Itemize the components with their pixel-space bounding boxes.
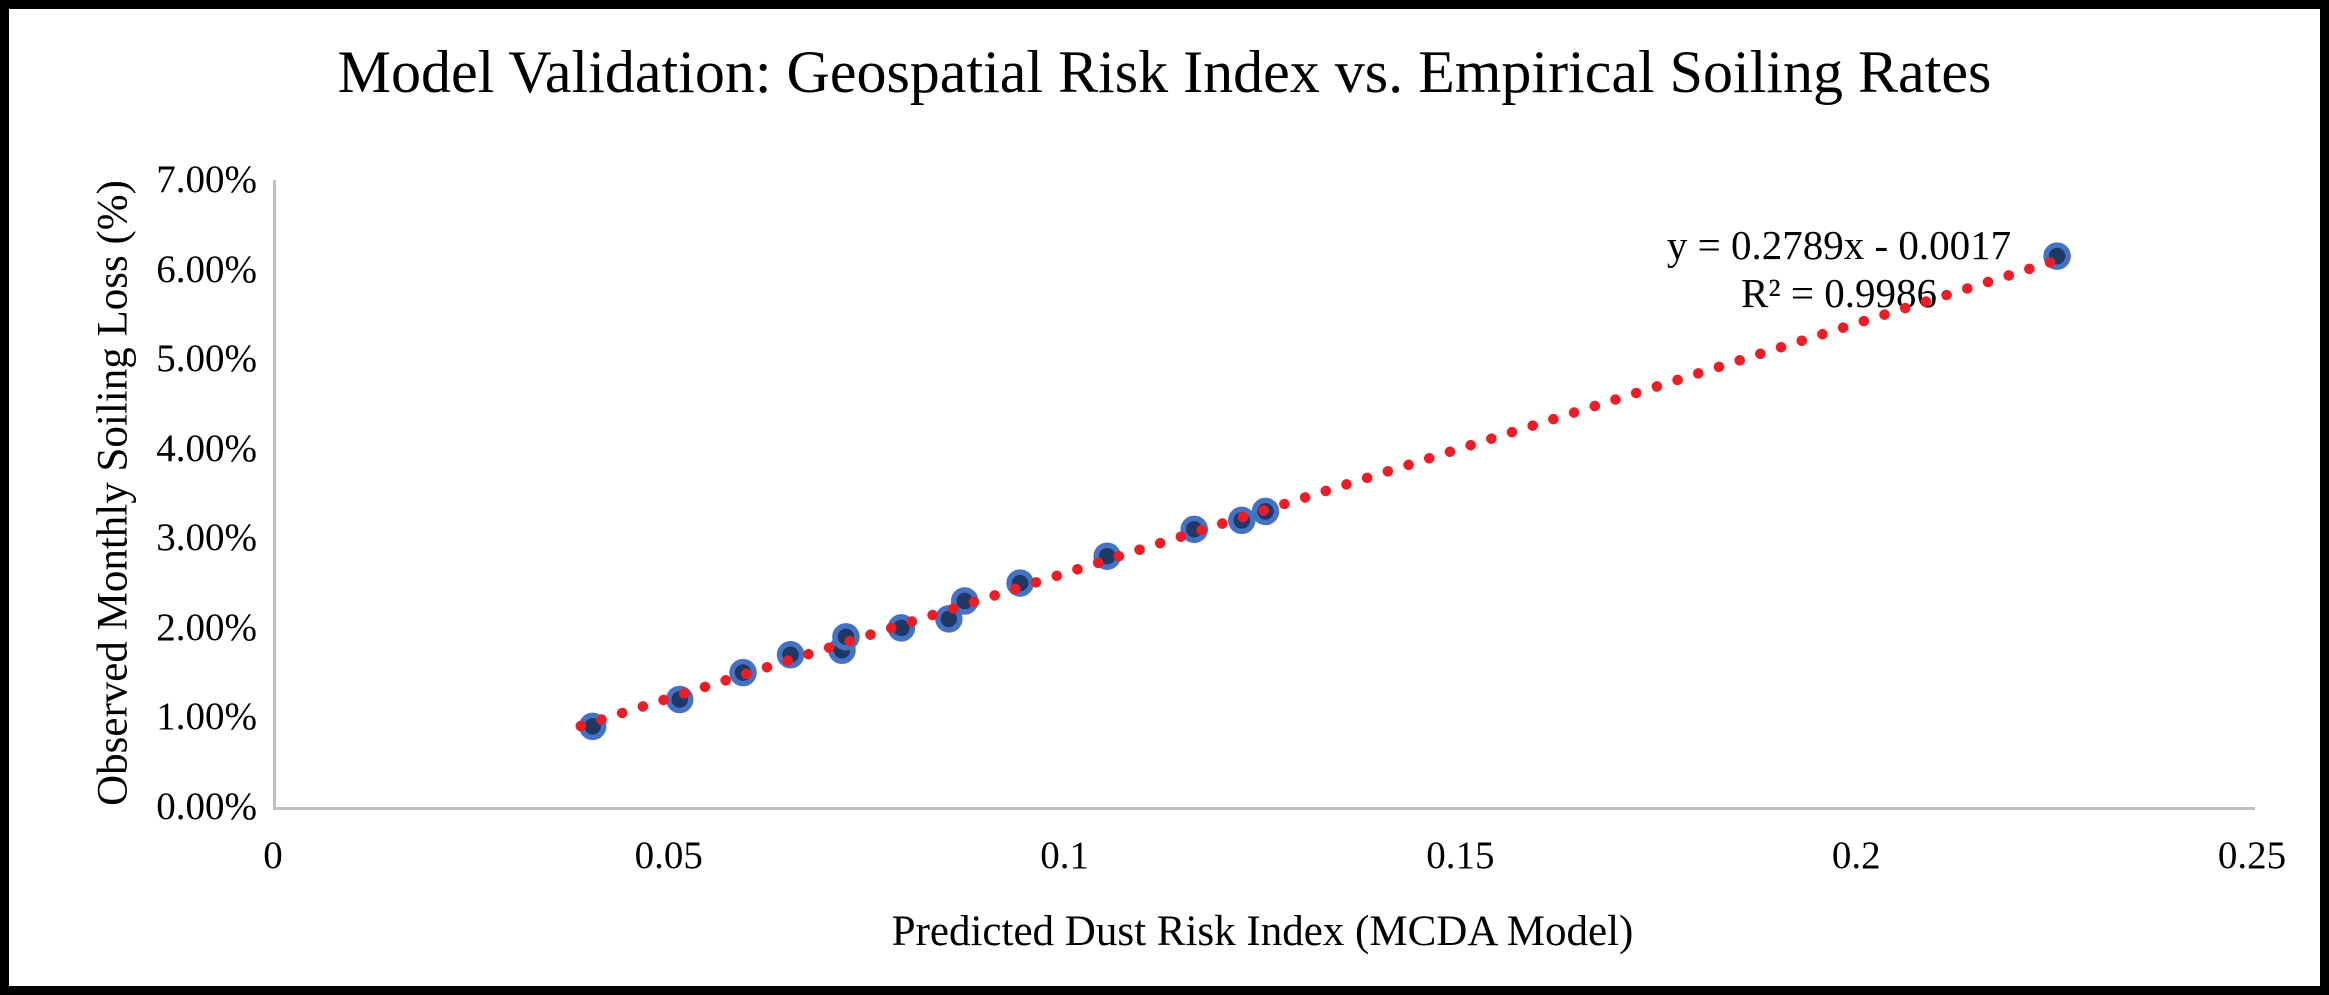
trendline <box>575 253 2067 732</box>
x-axis-title: Predicted Dust Risk Index (MCDA Model) <box>891 908 1634 955</box>
x-tick-label: 0 <box>263 834 283 877</box>
chart-title: Model Validation: Geospatial Risk Index … <box>337 39 1992 105</box>
y-tick-label: 1.00% <box>156 695 257 739</box>
x-tick-label: 0.05 <box>634 834 703 877</box>
y-tick-label: 7.00% <box>156 158 257 201</box>
y-tick-label: 3.00% <box>156 516 257 560</box>
plot-area <box>273 180 2255 810</box>
trendline-annotation: y = 0.2789x - 0.0017 R² = 0.9986 <box>1637 221 2041 317</box>
x-tick-label: 0.2 <box>1831 834 1881 877</box>
y-axis-title: Observed Monthly Soiling Loss (%) <box>89 180 137 806</box>
x-tick-label: 0.1 <box>1040 834 1089 877</box>
x-tick-label: 0.25 <box>2217 834 2287 877</box>
y-tick-label: 2.00% <box>156 605 257 649</box>
y-tick-label: 6.00% <box>156 247 257 291</box>
y-tick-label: 0.00% <box>156 785 257 828</box>
y-tick-label: 4.00% <box>156 426 257 470</box>
trendline-equation: y = 0.2789x - 0.0017 <box>1666 222 2012 268</box>
x-tick-label: 0.15 <box>1426 834 1495 877</box>
y-tick-label: 5.00% <box>156 337 257 381</box>
scatter-plot <box>575 242 2071 741</box>
